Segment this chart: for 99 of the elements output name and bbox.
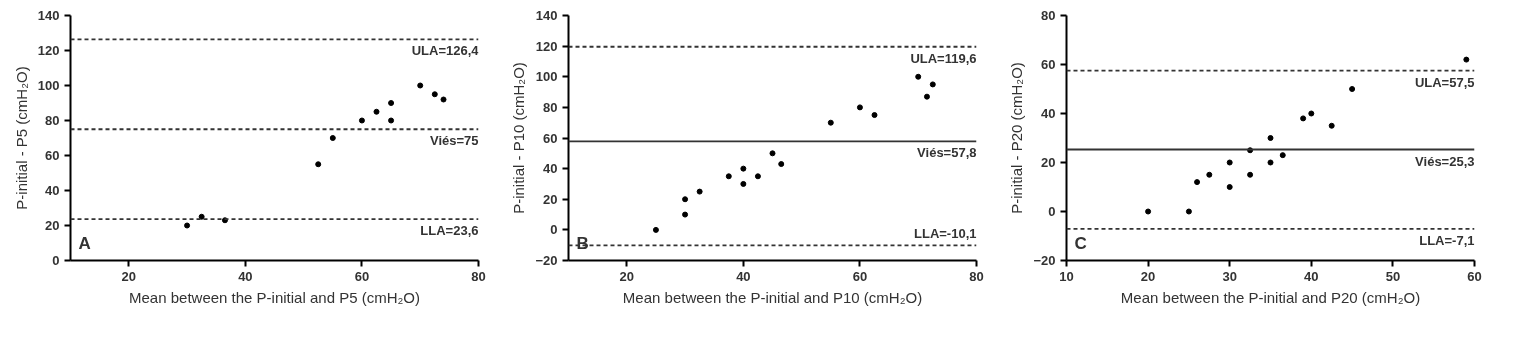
point [1279,152,1286,159]
x-tick-label: 50 [1385,268,1401,284]
y-tick-label: −20 [1033,253,1056,268]
point [329,135,336,141]
point [1308,110,1315,117]
y-tick-label: 40 [543,161,558,177]
x-tick-label: 20 [619,268,635,284]
point [1267,135,1274,141]
x-tick-label: 80 [471,268,486,284]
point [440,96,447,103]
y-tick-label: 140 [535,8,558,23]
point [915,73,922,80]
x-tick-label: 40 [238,268,253,284]
ref-line-label: Viés=57,8 [917,145,977,161]
point [417,82,424,89]
y-tick-label: 20 [1041,155,1056,170]
x-tick-label: 40 [1304,268,1319,284]
point [725,173,732,180]
annotation: A [78,233,91,253]
point [1463,56,1470,63]
x-tick-label: 60 [354,268,370,284]
y-tick-label: 0 [1048,204,1056,219]
x-axis-title: Mean between the P-initial and P5 (cmH₂O) [129,288,420,306]
point [1206,171,1213,178]
x-tick-label: 40 [736,268,751,284]
y-tick-label: 0 [550,222,558,238]
x-tick-label: 20 [1140,268,1156,284]
x-tick-label: 60 [1467,268,1482,284]
point [431,91,438,98]
point [740,165,747,172]
point [1300,115,1307,122]
y-tick-label: 40 [45,183,60,198]
point [754,173,761,180]
y-tick-label: 120 [535,38,558,54]
y-tick-label: 0 [52,253,60,268]
ref-line-label: Viés=25,3 [1415,153,1475,169]
y-tick-label: 20 [543,191,558,207]
x-tick-label: 60 [852,268,868,284]
y-tick-label: 40 [1041,106,1056,121]
point [1328,122,1335,129]
point [856,104,863,111]
point [388,100,395,106]
x-tick-label: 80 [969,268,984,284]
ref-line-label: LLA=-10,1 [914,226,977,242]
y-tick-label: 80 [1041,8,1056,23]
annotation: B [576,233,589,253]
point [1247,147,1254,154]
point [373,108,380,115]
point [1267,159,1274,166]
point [1226,159,1233,166]
point [1349,86,1356,92]
point [682,196,689,203]
point [929,81,936,88]
ref-line-label: ULA=57,5 [1414,74,1475,90]
point [1247,171,1254,178]
x-axis-title: Mean between the P-initial and P20 (cmH₂O) [1120,288,1421,306]
y-tick-label: 100 [535,69,558,85]
point [1194,179,1201,186]
point [682,211,689,218]
y-tick-label: 60 [1041,57,1056,72]
point [315,161,322,168]
x-tick-label: 30 [1222,268,1237,284]
x-tick-label: 20 [121,268,137,284]
y-tick-label: 60 [45,148,60,163]
point [769,150,776,157]
point [198,213,205,220]
y-tick-label: 60 [543,130,558,146]
point [184,222,191,229]
ref-line-label: LLA=-7,1 [1419,232,1475,248]
point [1145,208,1152,215]
point [827,119,834,126]
point [871,112,878,119]
point [1226,184,1233,190]
x-tick-label: 10 [1059,268,1074,284]
point [740,180,747,187]
y-axis-title: P-initial - P5 (cmH₂O) [12,66,30,210]
y-axis-title: P-initial - P20 (cmH₂O) [1008,62,1026,214]
point [388,117,395,124]
y-tick-label: 120 [37,43,60,58]
ref-line-label: ULA=126,4 [411,43,480,59]
y-tick-label: −20 [535,253,558,268]
point [652,226,659,233]
ref-line-label: Viés=75 [429,133,479,149]
x-axis-title: Mean between the P-initial and P10 (cmH₂O) [622,288,923,306]
y-axis-title: P-initial - P10 (cmH₂O) [510,62,528,214]
y-tick-label: 140 [37,8,60,23]
point [1185,208,1192,215]
annotation: C [1074,233,1087,253]
y-tick-label: 100 [37,78,60,93]
ref-line-label: ULA=119,6 [910,50,977,66]
point [778,161,785,168]
y-tick-label: 80 [543,99,558,115]
point [221,217,228,224]
ref-line-label: LLA=23,6 [420,223,479,239]
point [923,93,930,100]
y-tick-label: 20 [45,218,60,233]
point [358,117,365,124]
y-tick-label: 80 [45,113,60,128]
point [696,188,703,195]
